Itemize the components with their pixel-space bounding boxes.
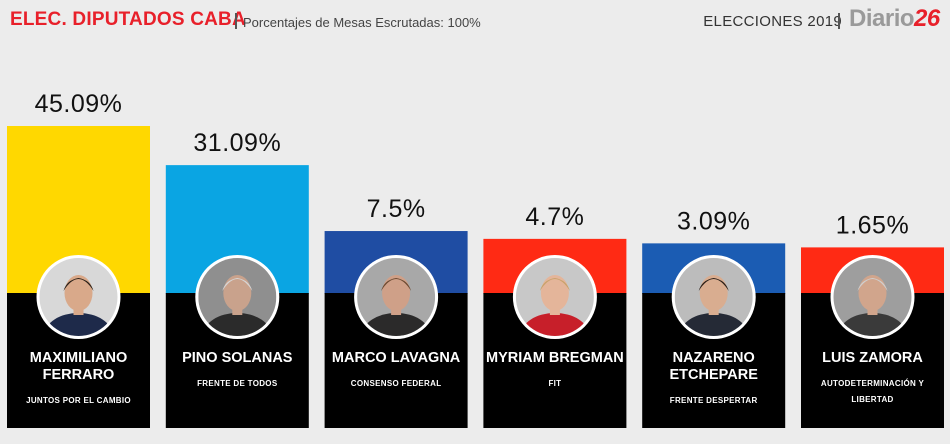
candidate-name: MYRIAM BREGMAN [486,350,624,366]
person-face [223,275,252,311]
avatar-photo [833,258,912,336]
person-shoulders [838,313,907,336]
candidate-name: MAXIMILIANO [30,350,127,366]
candidate-name: ETCHEPARE [670,367,759,383]
candidate-name: LUIS ZAMORA [822,350,923,366]
candidate-name: PINO SOLANAS [182,350,293,366]
value-label: 3.09% [677,207,750,235]
party-name: AUTODETERMINACIÓN Y [821,379,925,388]
value-label: 7.5% [367,195,426,223]
value-label: 31.09% [193,129,281,157]
avatar [512,255,597,339]
party-name: JUNTOS POR EL CAMBIO [26,396,131,405]
avatar [36,255,121,339]
avatar [671,255,756,339]
person-hair [857,278,888,291]
title-divider [235,13,237,29]
candidate-name: NAZARENO [673,350,755,366]
value-label: 1.65% [836,211,909,239]
logo-number: 26 [914,5,940,32]
page-title: ELEC. DIPUTADOS CABA [10,9,246,30]
party-name: FIT [548,379,561,388]
diario26-logo: Diario26 [849,5,940,33]
avatar-photo [198,258,277,336]
header: ELEC. DIPUTADOS CABA Porcentajes de Mesa… [0,0,950,48]
person-face [64,275,93,311]
person-face [382,275,411,311]
person-shoulders [679,313,748,336]
avatar-photo [39,258,118,336]
candidate-column: 1.65% LUIS ZAMORA AUTODETERMINACIÓN Y LIBER… [801,211,944,428]
person-hair [222,278,253,291]
candidate-column: 31.09% PINO SOLANAS FRENTE DE TODOS [165,129,309,428]
avatar-photo [357,258,436,336]
person-hair [698,278,729,291]
candidate-column: 7.5% MARCO LAVAGNA CONSENSO FEDERAL [324,195,468,428]
candidate-column: 4.7% MYRIAM BREGMAN FIT [483,203,627,428]
party-name: FRENTE DE TODOS [197,379,278,388]
candidate-name: MARCO LAVAGNA [332,350,461,366]
avatar [354,255,439,339]
candidate-name: FERRARO [43,367,115,383]
person-shoulders [520,313,589,336]
elections-year: 2019 [807,13,842,30]
avatar-photo [674,258,753,336]
party-name: FRENTE DESPERTAR [670,396,758,405]
avatar-photo [515,258,594,336]
person-hair [381,278,412,291]
value-label: 4.7% [525,203,584,231]
person-face [540,275,569,311]
elections-text: ELECCIONES [703,13,803,30]
person-face [699,275,728,311]
person-shoulders [362,313,431,336]
elections-label: ELECCIONES 2019 [703,13,842,30]
value-label: 45.09% [35,90,123,118]
logo-text: Diario [849,5,915,32]
person-face [858,275,887,311]
page-subtitle: Porcentajes de Mesas Escrutadas: 100% [243,15,481,30]
avatar [830,255,915,339]
person-shoulders [44,313,113,336]
person-hair [539,278,570,291]
party-name: CONSENSO FEDERAL [351,379,442,388]
person-shoulders [203,313,272,336]
party-name: LIBERTAD [851,395,893,404]
elections-divider [838,13,840,29]
avatar [195,255,280,339]
person-hair [63,278,94,291]
